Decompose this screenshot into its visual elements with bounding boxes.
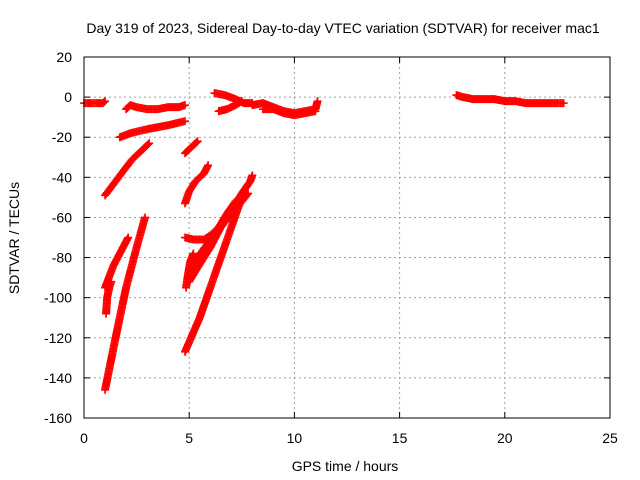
series-arc-g <box>101 213 150 394</box>
series-arc-d <box>101 139 154 200</box>
series-arc-i <box>180 161 213 208</box>
y-tick-label: 0 <box>64 89 72 105</box>
y-tick-label: -20 <box>52 129 72 145</box>
x-tick-label: 0 <box>80 430 88 446</box>
x-tick-label: 10 <box>287 430 303 446</box>
data-point <box>559 99 568 108</box>
data-point <box>192 138 201 147</box>
series-arc-k <box>180 193 246 356</box>
y-tick-label: -140 <box>44 370 72 386</box>
series-arc-s <box>452 91 568 108</box>
x-tick-label: 5 <box>185 430 193 446</box>
series-arc-f <box>102 277 116 318</box>
x-axis-label: GPS time / hours <box>292 458 399 474</box>
plot-frame <box>83 56 611 419</box>
data-point <box>313 97 322 106</box>
series-arc-h <box>180 137 202 158</box>
data-point <box>236 97 245 106</box>
data-point <box>141 213 150 222</box>
y-tick-label: -160 <box>44 410 72 426</box>
y-tick-label: -40 <box>52 169 72 185</box>
y-tick-label: -100 <box>44 290 72 306</box>
data-point <box>193 137 202 146</box>
data-point <box>107 277 116 286</box>
y-tick-label: 20 <box>56 49 72 65</box>
data-point <box>180 101 189 110</box>
data-point <box>101 97 110 106</box>
marks-layer <box>80 89 568 394</box>
data-point <box>311 107 320 116</box>
data-point <box>248 171 257 180</box>
ticks-layer: 0 5 10 15 20 25 -160 -140 -120 -100 -80 -60 -40 -20 0 2… <box>44 49 618 446</box>
data-point <box>99 98 108 107</box>
y-tick-label: -60 <box>52 209 72 225</box>
data-point <box>124 233 133 242</box>
series-arc-b <box>122 101 189 114</box>
y-axis-label: SDTVAR / TECUs <box>6 182 22 294</box>
series-arc-n <box>185 171 257 274</box>
series-arc-c <box>115 117 189 142</box>
x-tick-label: 20 <box>497 430 513 446</box>
data-point <box>204 161 213 170</box>
data-point <box>180 117 189 126</box>
data-point <box>145 139 154 148</box>
x-tick-label: 25 <box>602 430 618 446</box>
y-tick-label: -120 <box>44 330 72 346</box>
y-tick-label: -80 <box>52 250 72 266</box>
x-tick-label: 15 <box>392 430 408 446</box>
series-arc-p <box>214 97 246 116</box>
series-arc-r <box>258 105 320 120</box>
chart-title: Day 319 of 2023, Sidereal Day-to-day VTE… <box>86 20 599 36</box>
data-point <box>237 97 246 106</box>
data-point <box>144 140 153 149</box>
